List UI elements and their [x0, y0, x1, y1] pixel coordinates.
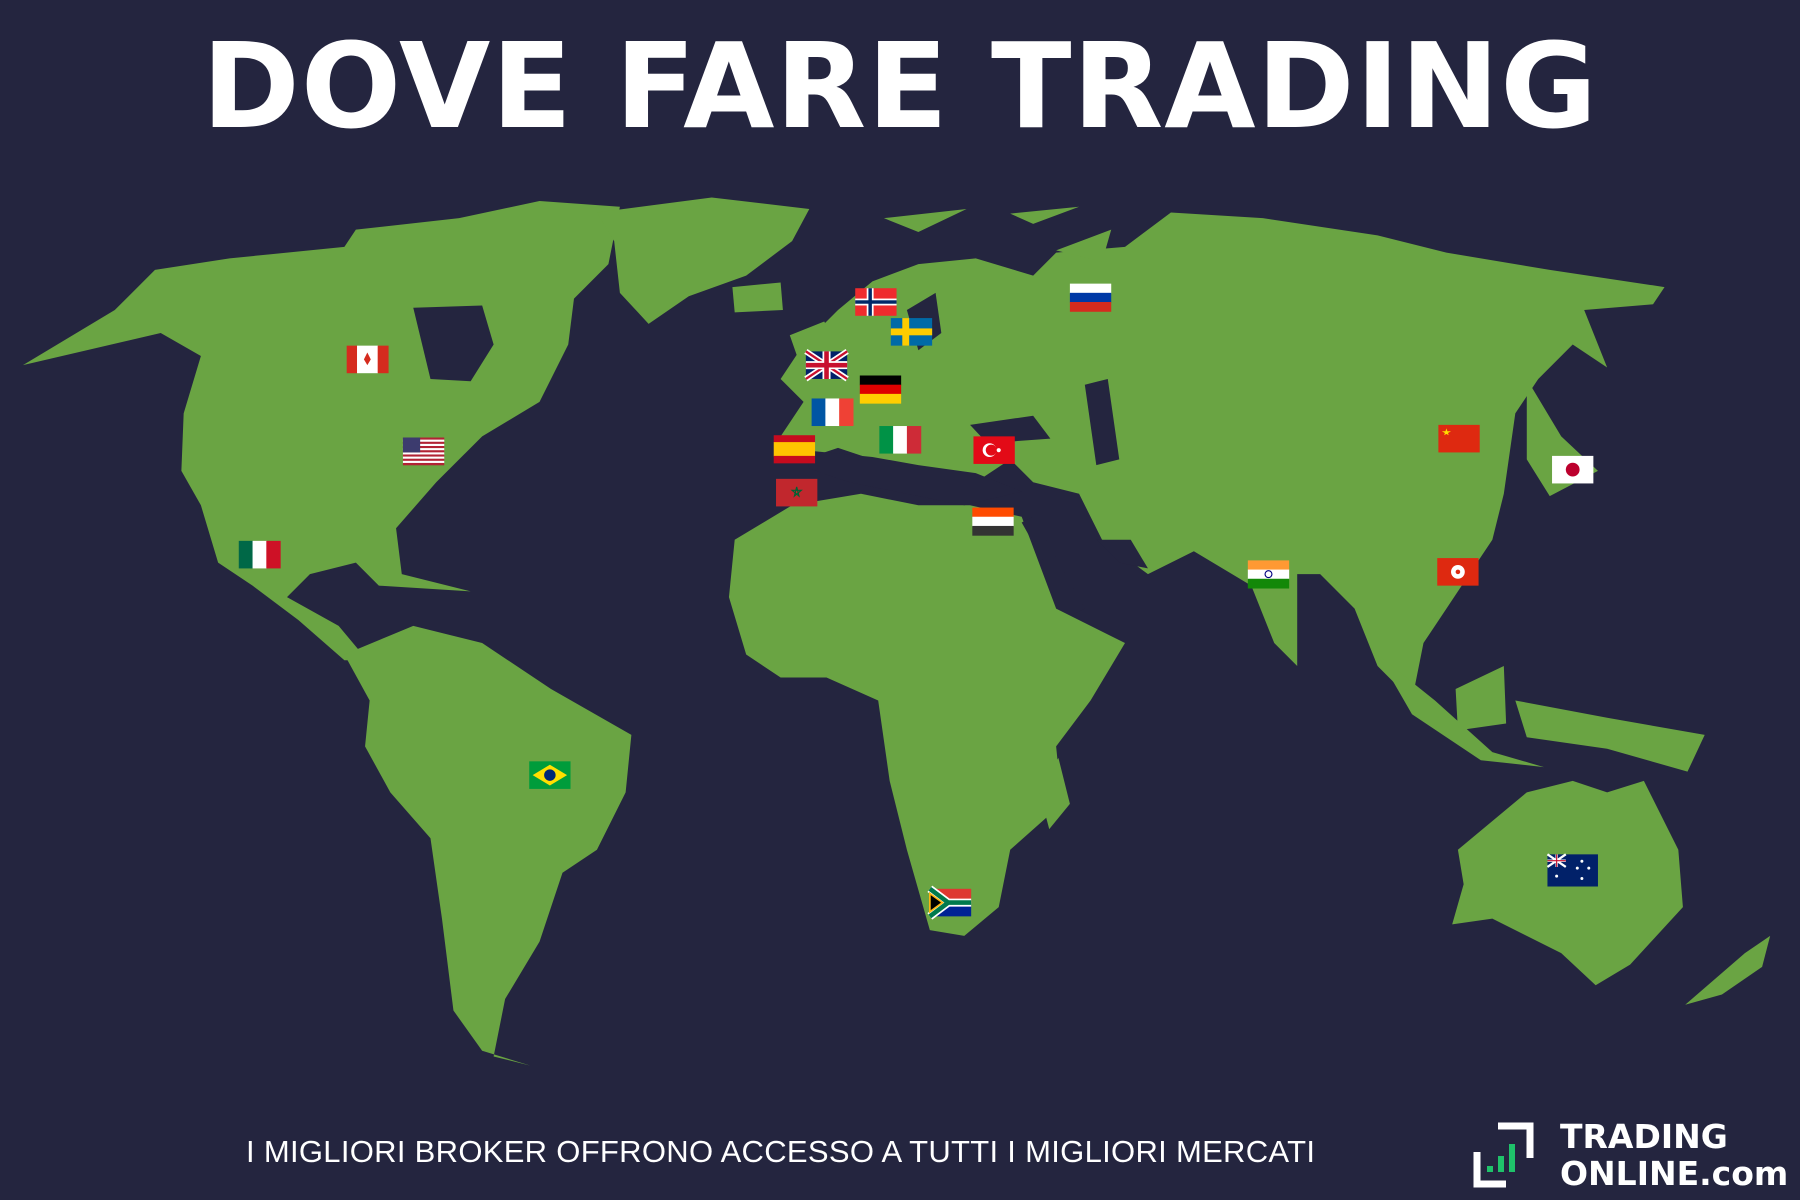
hong-kong-flag-icon	[1437, 558, 1479, 586]
hudson-bay	[413, 305, 494, 382]
norway-flag-icon	[855, 288, 897, 316]
spain-flag-icon	[773, 435, 816, 464]
china-flag-icon	[1438, 424, 1480, 453]
africa	[728, 493, 1125, 936]
caspian-sea	[1084, 378, 1120, 466]
mexico-flag-icon	[238, 540, 281, 569]
mediterranean-sea	[803, 450, 1022, 506]
brazil-flag-icon	[529, 761, 571, 789]
south-africa-flag-icon	[927, 885, 972, 920]
japan-flag-icon	[1552, 455, 1594, 484]
usa-flag-icon	[402, 437, 445, 466]
russia-flag-icon	[1069, 283, 1112, 312]
south-america	[344, 625, 632, 1066]
iceland	[732, 282, 783, 313]
uk-flag-icon	[804, 348, 849, 382]
morocco-flag-icon	[776, 478, 818, 507]
subtitle: I MIGLIORI BROKER OFFRONO ACCESSO A TUTT…	[246, 1134, 1316, 1169]
indonesia	[1377, 654, 1705, 772]
logo-text-line2: ONLINE.com	[1560, 1154, 1789, 1193]
page-title: DOVE FARE TRADING	[201, 17, 1599, 155]
turkey-flag-icon	[973, 436, 1015, 464]
australia-flag-icon	[1546, 853, 1598, 887]
logo-text-line1: TRADING	[1560, 1117, 1728, 1156]
logo-chart-icon	[1473, 1122, 1534, 1188]
new-zealand	[1685, 935, 1771, 1005]
canada-flag-icon	[346, 345, 389, 374]
trading-online-logo[interactable]: TRADING ONLINE.com	[1470, 1117, 1800, 1192]
france-flag-icon	[811, 398, 854, 427]
madagascar	[1038, 757, 1070, 830]
north-america	[22, 200, 620, 661]
italy-flag-icon	[879, 426, 922, 454]
germany-flag-icon	[859, 375, 902, 404]
red-sea	[1021, 516, 1085, 615]
arctic-islands	[883, 206, 1112, 262]
sweden-flag-icon	[890, 318, 933, 346]
egypt-flag-icon	[972, 507, 1014, 536]
greenland	[596, 197, 810, 324]
india-flag-icon	[1247, 560, 1290, 589]
persian-gulf	[1096, 539, 1148, 569]
